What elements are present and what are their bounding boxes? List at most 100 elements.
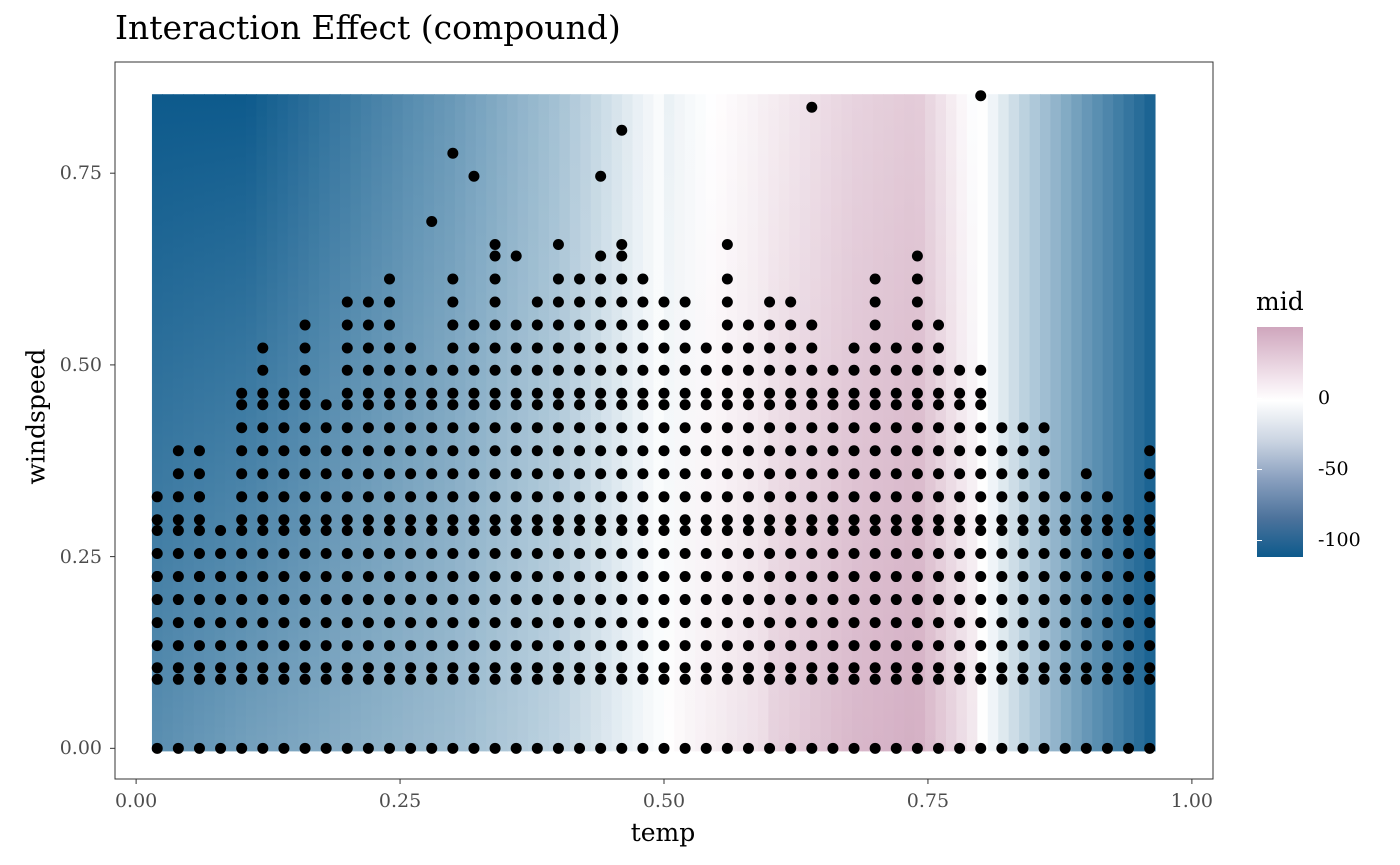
scatter-point xyxy=(785,319,797,331)
scatter-point xyxy=(721,445,733,457)
scatter-point xyxy=(616,445,628,457)
scatter-point xyxy=(278,387,290,399)
scatter-point xyxy=(257,468,269,480)
scatter-point xyxy=(658,640,670,652)
scatter-point xyxy=(933,514,944,526)
scatter-point xyxy=(299,571,311,583)
scatter-point xyxy=(299,640,311,652)
scatter-point xyxy=(1017,525,1029,537)
heatmap-cell xyxy=(674,94,686,752)
scatter-point xyxy=(278,742,290,754)
scatter-point xyxy=(975,525,987,537)
scatter-point xyxy=(1017,673,1029,685)
scatter-point xyxy=(658,525,670,537)
scatter-point xyxy=(552,296,564,308)
scatter-point xyxy=(362,525,374,537)
heatmap-cell xyxy=(789,94,801,752)
scatter-point xyxy=(1123,673,1135,685)
scatter-point xyxy=(700,422,712,434)
scatter-point xyxy=(806,101,818,113)
x-tick-label: 0.50 xyxy=(642,790,686,812)
scatter-point xyxy=(426,216,438,228)
scatter-point xyxy=(975,571,987,583)
scatter-point xyxy=(552,445,564,457)
scatter-point xyxy=(996,548,1008,560)
scatter-point xyxy=(742,571,754,583)
scatter-point xyxy=(362,422,374,434)
scatter-point xyxy=(869,742,881,754)
scatter-point xyxy=(658,742,670,754)
scatter-point xyxy=(384,342,395,354)
scatter-point xyxy=(742,319,754,331)
scatter-point xyxy=(489,514,501,526)
scatter-point xyxy=(933,548,944,560)
heatmap-cell xyxy=(611,94,623,752)
scatter-point xyxy=(341,673,353,685)
scatter-point xyxy=(975,640,987,652)
scatter-point xyxy=(193,514,205,526)
scatter-point xyxy=(510,445,522,457)
scatter-point xyxy=(806,525,818,537)
scatter-point xyxy=(827,525,839,537)
scatter-point xyxy=(721,548,733,560)
scatter-point xyxy=(742,548,754,560)
scatter-point xyxy=(721,387,733,399)
scatter-point xyxy=(764,742,776,754)
scatter-point xyxy=(742,617,754,629)
scatter-point xyxy=(405,468,417,480)
scatter-point xyxy=(236,662,248,674)
scatter-point xyxy=(700,548,712,560)
scatter-point xyxy=(278,525,290,537)
scatter-point xyxy=(151,742,163,754)
scatter-point xyxy=(510,640,522,652)
scatter-point xyxy=(1123,640,1135,652)
scatter-point xyxy=(384,662,395,674)
scatter-point xyxy=(1017,571,1029,583)
scatter-point xyxy=(531,422,543,434)
scatter-point xyxy=(299,742,311,754)
scatter-point xyxy=(1059,491,1071,503)
heatmap-cell xyxy=(517,94,529,752)
scatter-point xyxy=(848,640,860,652)
scatter-point xyxy=(616,296,628,308)
scatter-point xyxy=(827,399,839,411)
scatter-point xyxy=(1017,514,1029,526)
scatter-point xyxy=(510,387,522,399)
scatter-point xyxy=(785,662,797,674)
scatter-point xyxy=(848,617,860,629)
scatter-point xyxy=(911,399,923,411)
scatter-point xyxy=(447,742,459,754)
scatter-point xyxy=(489,319,501,331)
scatter-point xyxy=(954,571,966,583)
heatmap-cell xyxy=(663,94,675,752)
scatter-point xyxy=(975,548,987,560)
scatter-point xyxy=(595,273,607,285)
scatter-point xyxy=(869,399,881,411)
scatter-point xyxy=(468,319,480,331)
scatter-point xyxy=(595,445,607,457)
scatter-point xyxy=(721,742,733,754)
scatter-point xyxy=(785,491,797,503)
scatter-point xyxy=(257,617,269,629)
scatter-point xyxy=(1123,571,1135,583)
scatter-point xyxy=(637,742,649,754)
scatter-point xyxy=(531,514,543,526)
scatter-point xyxy=(215,525,227,537)
scatter-point xyxy=(658,319,670,331)
scatter-point xyxy=(574,445,586,457)
scatter-point xyxy=(933,422,944,434)
scatter-point xyxy=(1123,525,1135,537)
scatter-point xyxy=(595,319,607,331)
scatter-point xyxy=(1017,662,1029,674)
scatter-point xyxy=(1101,673,1113,685)
points-layer xyxy=(151,90,1156,754)
scatter-point xyxy=(510,399,522,411)
scatter-point xyxy=(510,662,522,674)
scatter-point xyxy=(742,742,754,754)
scatter-point xyxy=(637,571,649,583)
heatmap-cell xyxy=(966,94,978,752)
scatter-point xyxy=(742,491,754,503)
scatter-point xyxy=(742,445,754,457)
scatter-point xyxy=(236,491,248,503)
scatter-point xyxy=(447,147,459,159)
